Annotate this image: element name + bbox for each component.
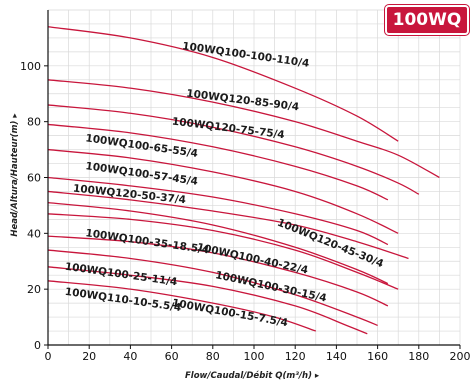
curve-label: 100WQ100-15-7.5/4 — [171, 297, 289, 329]
y-tick-label: 60 — [27, 172, 41, 185]
y-tick-label: 80 — [27, 116, 41, 129]
curve-label: 100WQ100-35-18.5/4 — [85, 227, 210, 256]
curve-100WQ100-30-15/4 — [47, 235, 389, 307]
pump-curves — [47, 26, 440, 335]
curve-label: 100WQ120-75-75/4 — [171, 116, 285, 142]
curve-100WQ120-45-30/4 — [47, 190, 409, 260]
curve-100WQ100-57-45/4 — [47, 148, 399, 234]
x-tick-label: 140 — [326, 350, 347, 363]
curve-100WQ100-100-110/4 — [47, 26, 399, 142]
y-tick-labels: 0 20 40 60 80 100 — [20, 60, 48, 352]
x-tick-label: 0 — [45, 350, 52, 363]
curve-labels: 100WQ100-100-110/4100WQ120-85-90/4100WQ1… — [64, 40, 385, 329]
x-tick-label: 180 — [408, 350, 429, 363]
curve-100WQ120-75-75/4 — [47, 104, 420, 195]
x-tick-label: 120 — [285, 350, 306, 363]
curve-100WQ100-40-22/4 — [47, 213, 399, 290]
curve-label: 100WQ110-10-5.5/4 — [64, 286, 182, 314]
x-tick-label: 160 — [367, 350, 388, 363]
curve-100WQ120-50-37/4 — [47, 176, 389, 246]
x-tick-label: 100 — [244, 350, 265, 363]
curve-100WQ100-35-18.5/4 — [47, 201, 389, 285]
y-tick-label: 20 — [27, 283, 41, 296]
y-axis-label: Head/Altura/Hauteur(m) ▸ — [10, 113, 20, 237]
model-badge: 100WQ — [385, 5, 469, 35]
y-tick-label: 100 — [20, 60, 41, 73]
curve-label: 100WQ120-85-90/4 — [186, 88, 300, 114]
curve-100WQ100-15-7.5/4 — [47, 266, 368, 335]
curve-label: 100WQ100-57-45/4 — [85, 160, 199, 188]
x-tick-label: 40 — [123, 350, 137, 363]
x-tick-label: 80 — [206, 350, 220, 363]
x-tick-label: 60 — [165, 350, 179, 363]
x-tick-labels: 0 20 40 60 80 100 120 140 160 180 200 — [45, 345, 471, 363]
y-tick-label: 0 — [34, 339, 41, 352]
x-tick-label: 20 — [82, 350, 96, 363]
y-tick-label: 40 — [27, 227, 41, 240]
x-axis-label: Flow/Caudal/Débit Q(m³/h) ▸ — [185, 371, 320, 381]
curve-label: 100WQ100-100-110/4 — [181, 40, 309, 70]
curve-100WQ120-85-90/4 — [47, 79, 440, 179]
curve-100WQ100-65-55/4 — [47, 123, 389, 201]
curve-100WQ100-25-11/4 — [47, 249, 378, 327]
x-tick-label: 200 — [450, 350, 471, 363]
curve-100WQ110-10-5.5/4 — [47, 280, 317, 332]
curve-label: 100WQ100-65-55/4 — [85, 132, 199, 160]
